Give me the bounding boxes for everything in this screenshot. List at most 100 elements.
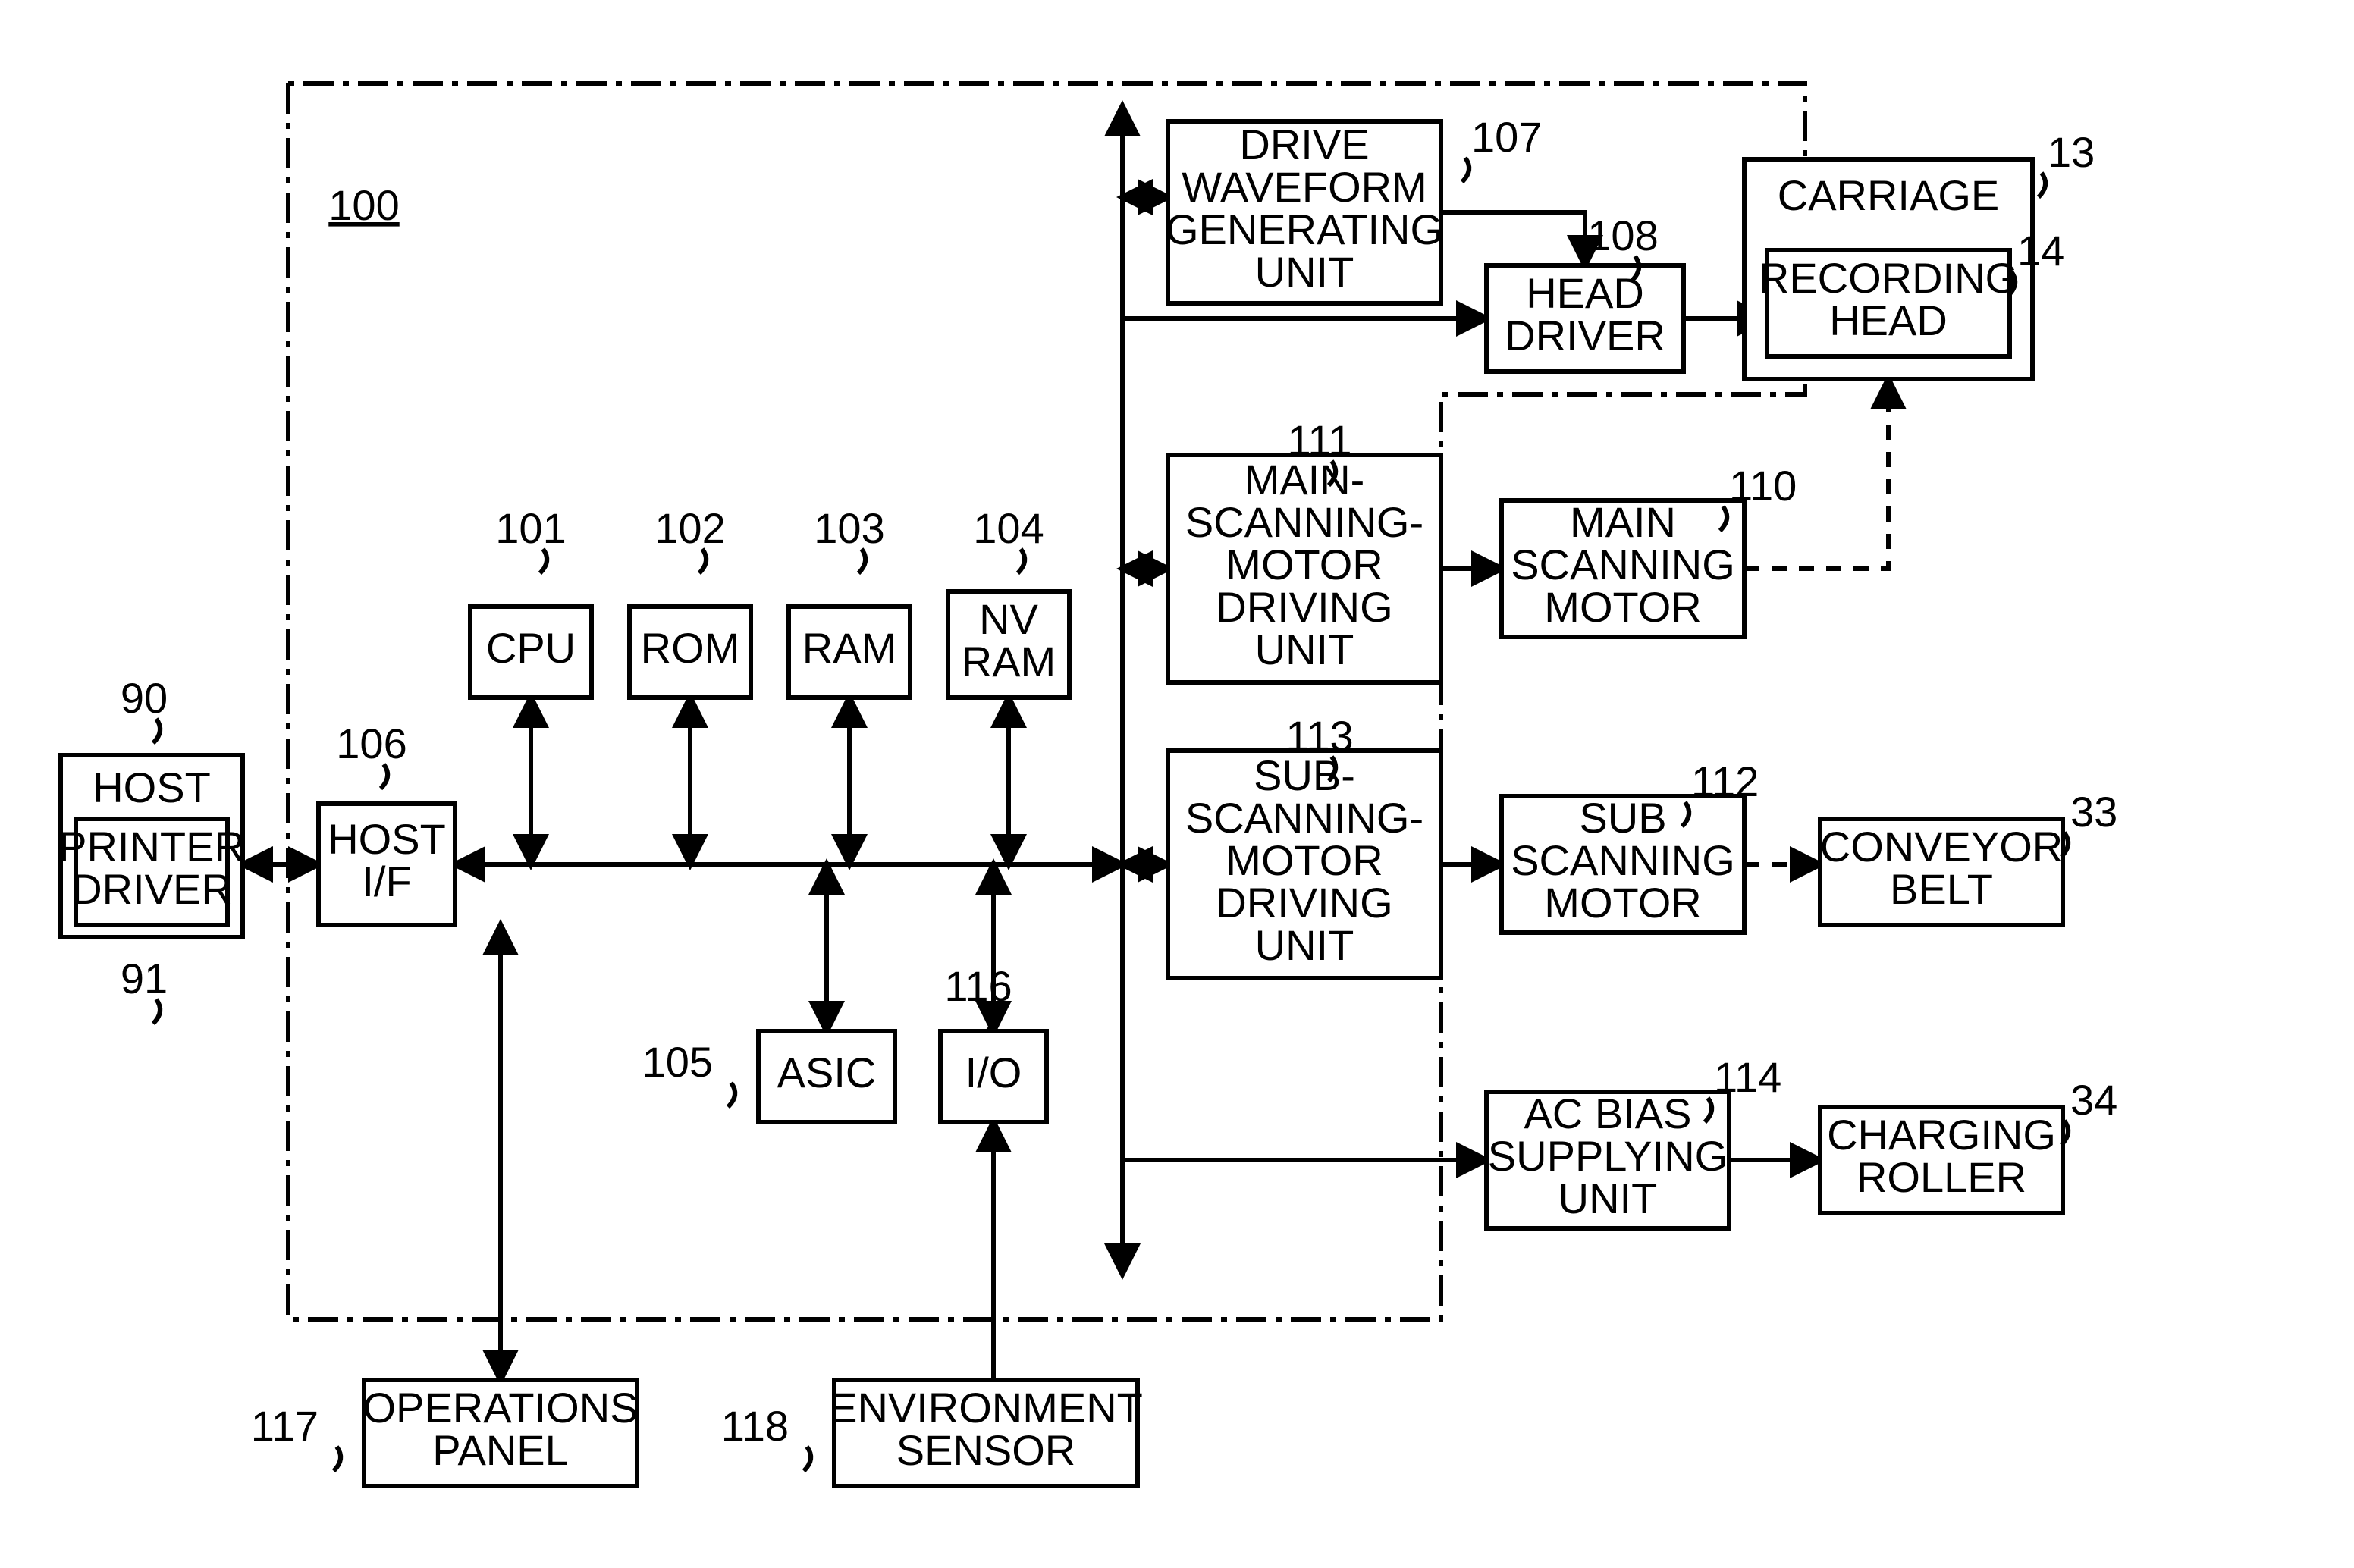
- node-asic-label: ASIC: [777, 1049, 877, 1096]
- node-main-motor-label: SCANNING: [1511, 541, 1735, 588]
- node-ops-panel: OPERATIONSPANEL: [363, 1380, 638, 1486]
- node-main-motor-label: MAIN: [1570, 498, 1676, 546]
- node-host-ref: 90: [121, 674, 168, 722]
- node-ops-panel-label: PANEL: [432, 1426, 568, 1474]
- node-carriage-ref: 13: [2048, 128, 2095, 176]
- node-asic: ASIC: [758, 1031, 895, 1122]
- node-drive-wave-label: DRIVE: [1239, 121, 1369, 168]
- node-printer-driver: PRINTERDRIVER: [58, 819, 245, 925]
- node-printer-driver-label: PRINTER: [58, 823, 245, 870]
- node-sub-motor-ref: 112: [1691, 757, 1759, 805]
- node-ops-panel-label: OPERATIONS: [363, 1384, 638, 1432]
- node-drive-wave: DRIVEWAVEFORMGENERATINGUNIT: [1166, 121, 1443, 303]
- node-rec-head: RECORDINGHEAD: [1759, 250, 2018, 356]
- node-carriage-ref-tick: [2039, 173, 2045, 197]
- node-nvram-label: NV: [979, 595, 1038, 643]
- node-nvram-ref: 104: [973, 504, 1044, 552]
- node-ram-ref: 103: [814, 504, 884, 552]
- node-conveyor-label: BELT: [1890, 865, 1993, 913]
- node-cpu-ref-tick: [540, 549, 547, 573]
- node-rom-ref: 102: [654, 504, 725, 552]
- node-env-sensor: ENVIRONMENTSENSOR: [829, 1380, 1143, 1486]
- node-host-ref-tick: [153, 719, 160, 743]
- node-main-drv-label: SCANNING-: [1185, 498, 1423, 546]
- node-ac-bias: AC BIASSUPPLYINGUNIT: [1486, 1090, 1729, 1228]
- boundary-ref: 100: [328, 181, 399, 229]
- block-diagram: HOSTPRINTERDRIVERHOSTI/FCPUROMRAMNVRAMAS…: [0, 0, 2354, 1568]
- node-main-motor-ref: 110: [1729, 462, 1797, 510]
- node-io-ref: 116: [944, 962, 1012, 1010]
- node-printer-driver-ref-tick: [153, 999, 160, 1024]
- node-main-drv-label: UNIT: [1255, 626, 1354, 673]
- node-io: I/O: [940, 1031, 1047, 1122]
- node-rec-head-label: HEAD: [1829, 296, 1948, 344]
- node-ops-panel-ref-tick: [334, 1447, 341, 1471]
- node-sub-drv-label: DRIVING: [1216, 879, 1392, 927]
- node-sub-motor-label: MOTOR: [1544, 879, 1701, 927]
- node-asic-ref-tick: [728, 1083, 735, 1107]
- node-ac-bias-label: AC BIAS: [1524, 1090, 1692, 1137]
- node-layer: HOSTPRINTERDRIVERHOSTI/FCPUROMRAMNVRAMAS…: [58, 121, 2063, 1486]
- node-carriage-label: CARRIAGE: [1778, 171, 2000, 219]
- node-cpu-label: CPU: [486, 624, 576, 672]
- node-env-sensor-ref: 118: [721, 1402, 789, 1450]
- node-env-sensor-ref-tick: [804, 1447, 811, 1471]
- node-printer-driver-ref: 91: [121, 955, 168, 1002]
- node-rom: ROM: [629, 607, 751, 698]
- node-charge-roller-label: ROLLER: [1857, 1153, 2026, 1201]
- node-sub-drv-label: UNIT: [1255, 921, 1354, 969]
- node-ram-ref-tick: [858, 549, 865, 573]
- node-drive-wave-label: GENERATING: [1166, 205, 1443, 253]
- node-main-motor: MAINSCANNINGMOTOR: [1502, 498, 1744, 637]
- node-nvram-label: RAM: [962, 638, 1056, 685]
- node-io-ref-tick: [987, 1007, 994, 1031]
- node-host-if-ref-tick: [381, 764, 388, 789]
- node-head-driver-label: DRIVER: [1505, 312, 1665, 359]
- node-host-label: HOST: [93, 764, 211, 811]
- node-asic-ref: 105: [642, 1038, 713, 1086]
- node-sub-drv-label: SCANNING-: [1185, 794, 1423, 842]
- node-io-label: I/O: [965, 1049, 1022, 1096]
- node-main-drv: MAIN-SCANNING-MOTORDRIVINGUNIT: [1168, 455, 1441, 682]
- node-rec-head-ref: 14: [2017, 227, 2064, 274]
- node-charge-roller-label: CHARGING: [1827, 1111, 2056, 1159]
- node-cpu-ref: 101: [495, 504, 566, 552]
- node-rom-ref-tick: [699, 549, 706, 573]
- node-ops-panel-ref: 117: [251, 1402, 319, 1450]
- node-main-motor-label: MOTOR: [1544, 583, 1701, 631]
- node-drive-wave-label: UNIT: [1255, 248, 1354, 296]
- node-main-drv-ref: 111: [1287, 416, 1351, 464]
- node-env-sensor-label: SENSOR: [896, 1426, 1076, 1474]
- node-host-if: HOSTI/F: [319, 804, 455, 925]
- node-nvram-ref-tick: [1018, 549, 1025, 573]
- node-cpu: CPU: [470, 607, 592, 698]
- node-sub-drv-label: MOTOR: [1226, 836, 1383, 884]
- node-sub-drv: SUB-SCANNING-MOTORDRIVINGUNIT: [1168, 751, 1441, 978]
- node-ram: RAM: [789, 607, 910, 698]
- node-sub-motor-label: SCANNING: [1511, 836, 1735, 884]
- node-charge-roller-ref: 34: [2070, 1076, 2117, 1124]
- edge-drive-wave-head-driver-elbow: [1441, 212, 1585, 265]
- node-conveyor-ref: 33: [2070, 788, 2117, 836]
- node-drive-wave-ref: 107: [1471, 113, 1542, 161]
- node-head-driver-label: HEAD: [1526, 269, 1644, 317]
- node-conveyor-label: CONVEYOR: [1820, 823, 2064, 870]
- node-host-if-ref: 106: [336, 720, 406, 767]
- node-env-sensor-label: ENVIRONMENT: [829, 1384, 1143, 1432]
- node-drive-wave-label: WAVEFORM: [1182, 163, 1427, 211]
- node-drive-wave-ref-tick: [1462, 158, 1469, 182]
- node-printer-driver-label: DRIVER: [71, 865, 232, 913]
- node-head-driver: HEADDRIVER: [1486, 265, 1684, 372]
- node-rom-label: ROM: [641, 624, 740, 672]
- node-ac-bias-label: UNIT: [1558, 1174, 1658, 1222]
- node-sub-motor-label: SUB: [1579, 794, 1666, 842]
- node-main-drv-label: DRIVING: [1216, 583, 1392, 631]
- node-ram-label: RAM: [802, 624, 896, 672]
- node-main-drv-label: MOTOR: [1226, 541, 1383, 588]
- node-conveyor: CONVEYORBELT: [1820, 819, 2064, 925]
- node-rec-head-label: RECORDING: [1759, 254, 2018, 302]
- node-head-driver-ref: 108: [1587, 212, 1658, 259]
- node-sub-motor: SUBSCANNINGMOTOR: [1502, 794, 1744, 933]
- node-nvram: NVRAM: [948, 591, 1069, 698]
- node-charge-roller: CHARGINGROLLER: [1820, 1107, 2063, 1213]
